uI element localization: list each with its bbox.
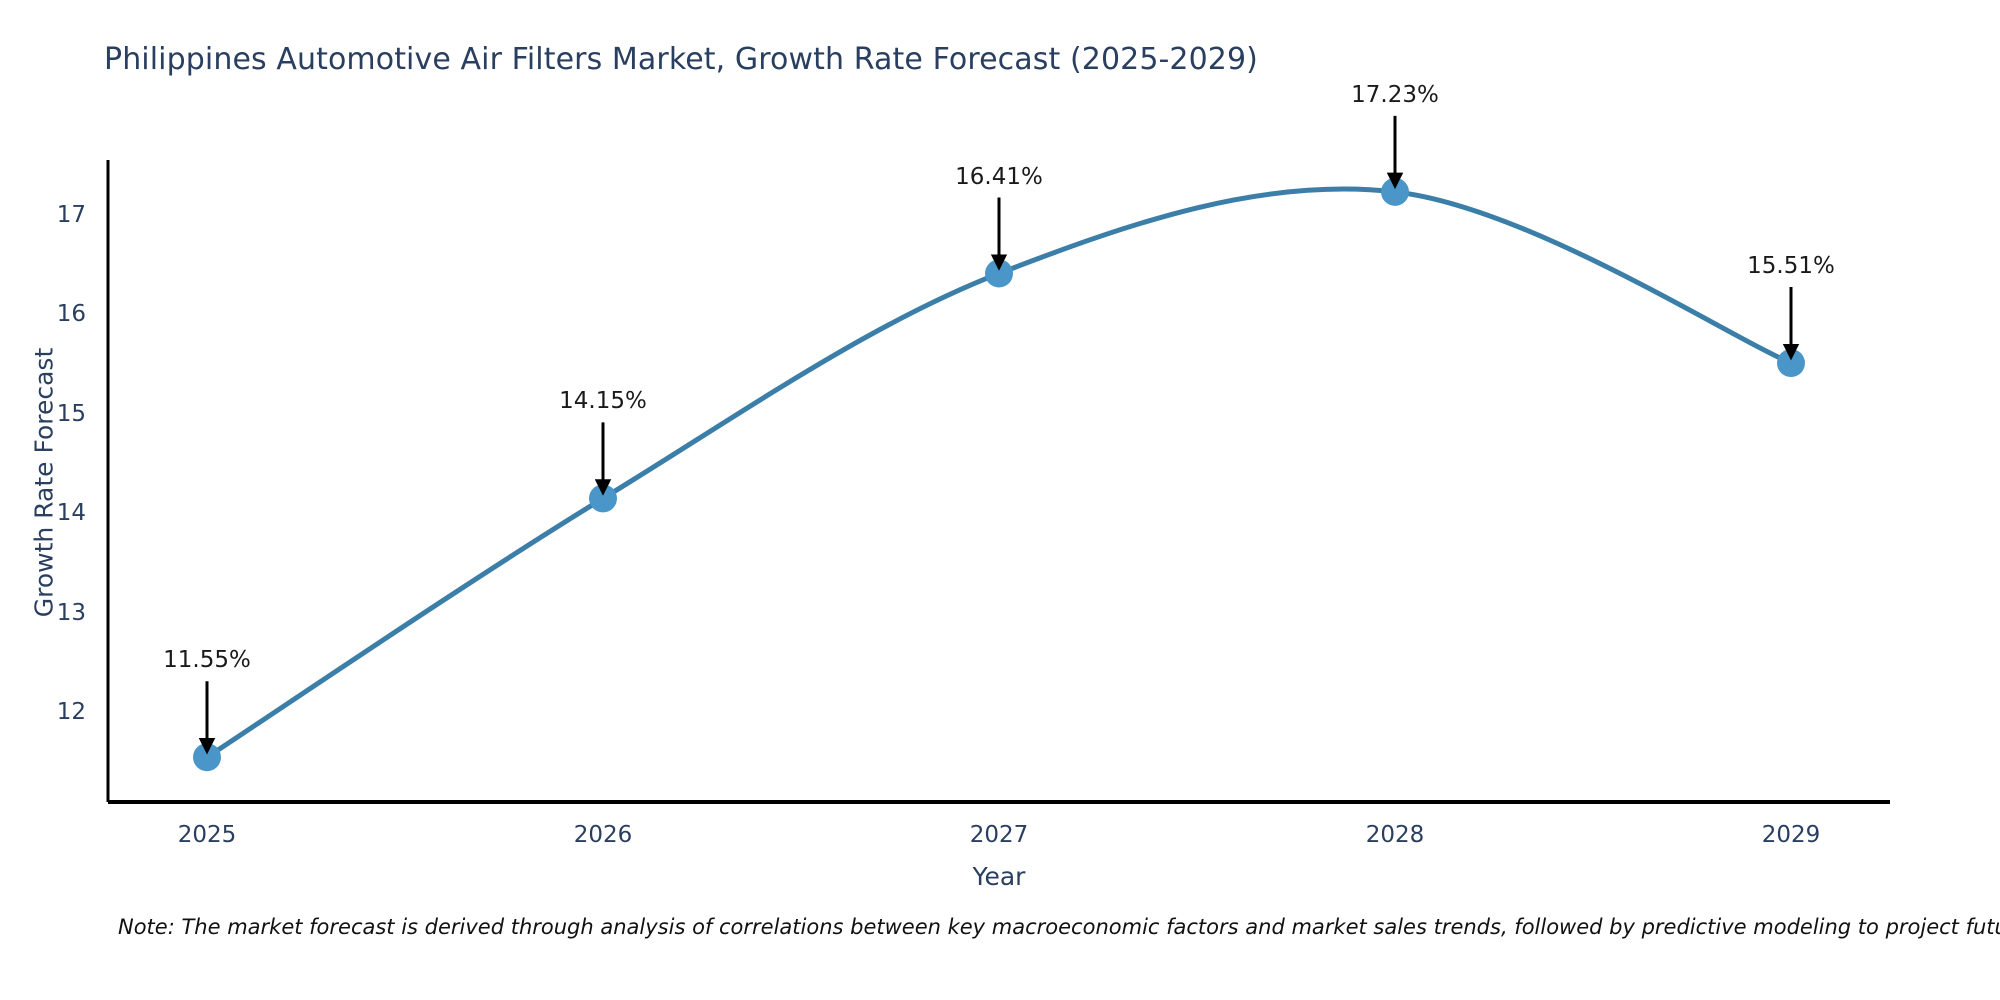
data-point-label: 17.23% [1351,81,1439,108]
page-title: Philippines Automotive Air Filters Marke… [104,42,1258,77]
data-point-label: 11.55% [163,647,251,674]
y-axis-tick-label: 16 [56,301,86,328]
y-axis-tick-label: 13 [56,599,86,626]
data-point-label: 15.51% [1747,253,1835,280]
x-axis-tick-label: 2025 [177,822,237,848]
y-axis-tick-label: 17 [56,201,86,228]
y-axis-tick-label: 12 [56,699,86,726]
y-axis-tick-label: 14 [56,500,86,527]
x-axis-tick-label: 2029 [1761,822,1821,848]
x-axis-tick-label: 2028 [1365,822,1425,848]
annotation-arrows [198,115,1800,755]
y-axis-tick-label: 15 [56,400,86,427]
y-axis-title: Growth Rate Forecast [29,347,59,618]
footer-note: Note: The market forecast is derived thr… [118,915,2000,939]
x-axis-tick-label: 2026 [573,822,633,848]
x-axis-title: Year [972,862,1026,891]
x-axis-tick-label: 2027 [969,822,1029,848]
data-point-label: 14.15% [559,388,647,415]
data-point-label: 16.41% [955,163,1043,190]
